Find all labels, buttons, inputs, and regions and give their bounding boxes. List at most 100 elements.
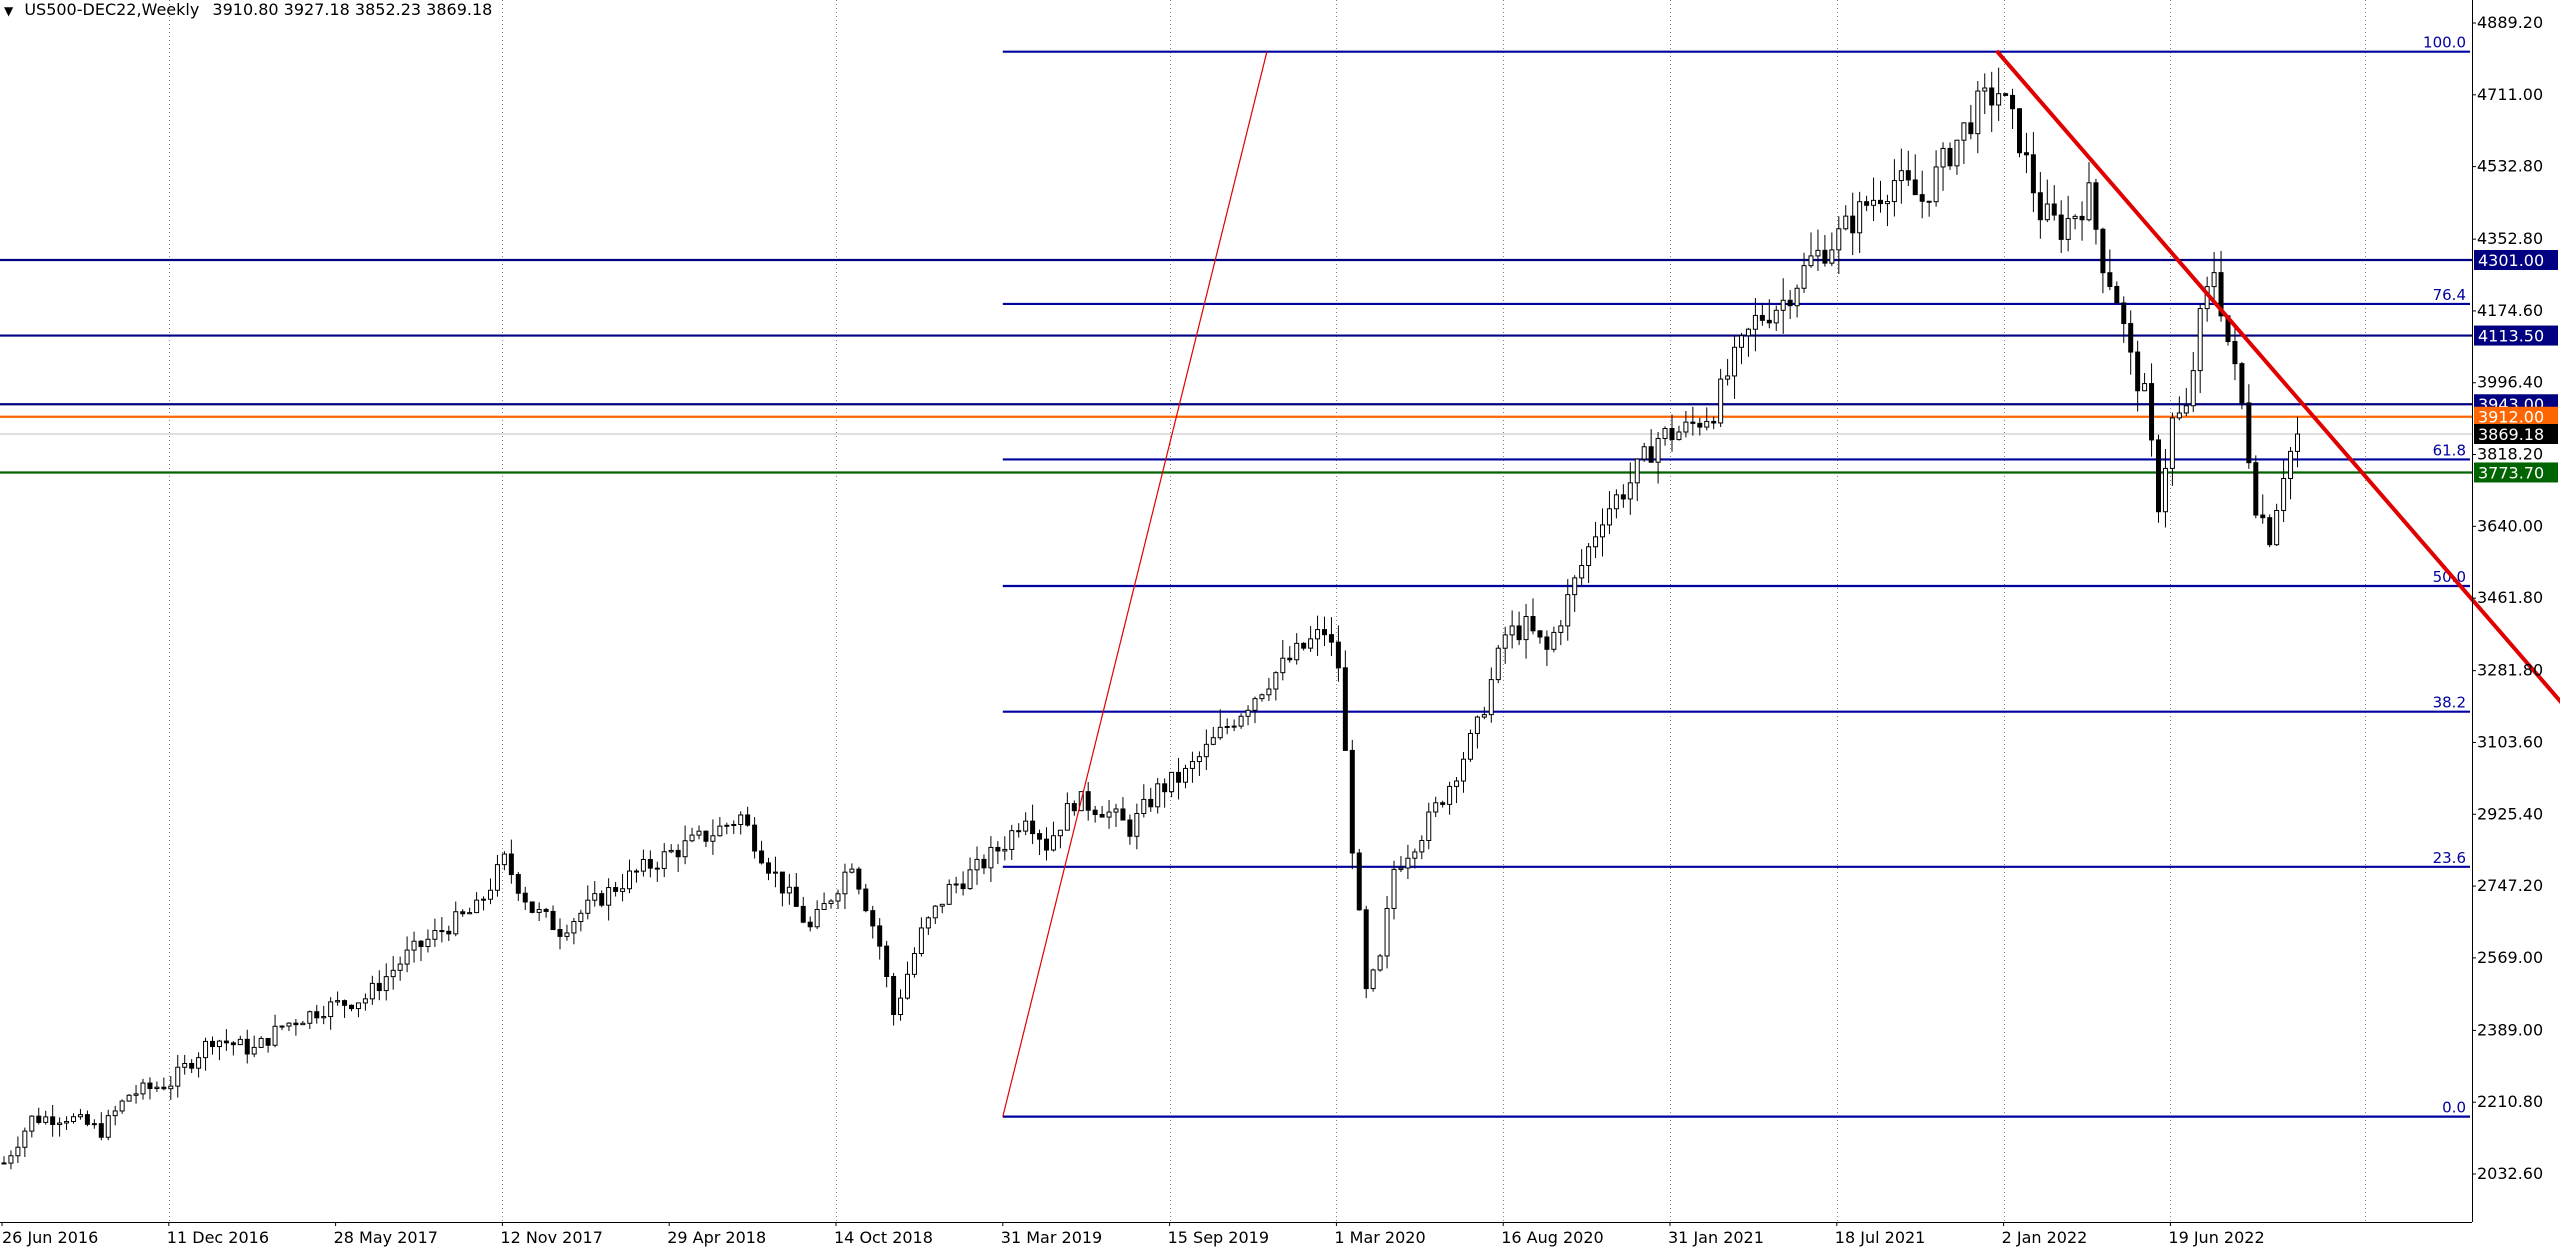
- uptrend-line[interactable]: [1002, 51, 1268, 1117]
- candle-body-down: [2260, 514, 2266, 519]
- price-tick-label: 4711.00: [2477, 85, 2543, 104]
- candle-body-down: [647, 858, 653, 869]
- candle-body-up: [1940, 147, 1946, 168]
- candle: [1057, 829, 1063, 849]
- candle: [1551, 626, 1557, 653]
- trend-lines[interactable]: [1002, 49, 2560, 1117]
- candle: [57, 1117, 63, 1137]
- candle-body-down: [293, 1022, 299, 1026]
- candle-body-up: [15, 1146, 21, 1157]
- candle-body-down: [1968, 122, 1974, 135]
- horizontal-levels[interactable]: [0, 258, 2472, 474]
- candle: [98, 1112, 104, 1141]
- price-tick-label: 2389.00: [2477, 1020, 2543, 1039]
- candle-body-down: [36, 1115, 42, 1123]
- candle: [1148, 787, 1154, 812]
- candle-body-up: [696, 830, 702, 836]
- candle: [1273, 671, 1279, 701]
- candle: [578, 909, 584, 932]
- candle: [2156, 434, 2161, 523]
- candle-body-down: [633, 870, 639, 873]
- candle-body-down: [1759, 314, 1765, 321]
- candle-body-up: [1586, 546, 1592, 566]
- candle: [905, 961, 910, 1000]
- price-tag-box: [2474, 250, 2558, 271]
- candle-body-up: [1745, 328, 1751, 337]
- candle-body-down: [1120, 808, 1126, 821]
- candle-body-up: [390, 969, 396, 978]
- candle: [821, 892, 827, 910]
- candle: [1620, 484, 1626, 508]
- candle: [1349, 739, 1355, 870]
- price-tick-label: 3640.00: [2477, 516, 2543, 535]
- candle-body-up: [1064, 803, 1070, 831]
- candle-body-up: [724, 824, 730, 827]
- candle: [835, 889, 841, 909]
- candle: [668, 844, 674, 854]
- candle-body-down: [84, 1114, 90, 1125]
- candle: [1342, 650, 1348, 751]
- price-tick-label: 3281.80: [2477, 661, 2543, 680]
- candle-body-up: [1836, 228, 1842, 251]
- candle-body-down: [2093, 182, 2099, 230]
- candle: [2003, 92, 2009, 97]
- candle-body-down: [599, 893, 605, 906]
- chevron-down-icon[interactable]: ▼: [4, 4, 14, 18]
- candle-body-up: [182, 1062, 188, 1068]
- time-tick-label: 28 May 2017: [334, 1228, 438, 1247]
- fib-level-label: 23.6: [2433, 849, 2466, 867]
- candle-body-down: [1349, 749, 1355, 854]
- time-tick-label: 26 Jun 2016: [2, 1228, 98, 1247]
- candle: [752, 817, 758, 859]
- candle-body-down: [1363, 909, 1369, 990]
- candle: [1037, 829, 1043, 855]
- candle-body-down: [1, 1162, 7, 1165]
- candle: [1752, 298, 1758, 352]
- candle: [335, 991, 341, 1006]
- candle: [1787, 290, 1793, 319]
- candle: [1398, 856, 1404, 873]
- candle-body-up: [1579, 564, 1585, 579]
- candle-body-up: [1732, 346, 1738, 377]
- candle: [1648, 429, 1654, 463]
- candle: [1766, 299, 1772, 329]
- candle-body-up: [467, 912, 473, 915]
- candle-body-down: [891, 975, 897, 1015]
- candle-body-down: [1099, 814, 1105, 818]
- candle: [64, 1116, 70, 1130]
- candle: [494, 854, 500, 897]
- fibonacci-retracement[interactable]: 100.076.461.850.038.223.60.0: [1002, 34, 2470, 1118]
- candle: [661, 843, 667, 878]
- candle: [474, 892, 480, 914]
- candle-body-up: [1982, 87, 1988, 92]
- candle: [863, 883, 869, 913]
- candle-body-up: [355, 1002, 361, 1010]
- price-tick-label: 3818.20: [2477, 445, 2543, 464]
- candle: [1419, 835, 1425, 860]
- candle: [91, 1119, 97, 1129]
- candle: [1912, 154, 1918, 196]
- candle-body-up: [1627, 482, 1633, 500]
- ohlc-readout: 3910.80 3927.18 3852.23 3869.18: [212, 0, 493, 19]
- candle-body-up: [2044, 203, 2050, 221]
- candle-body-up: [627, 870, 632, 890]
- candle-body-up: [1752, 314, 1758, 330]
- candle-body-up: [939, 903, 945, 907]
- candle: [1328, 617, 1334, 657]
- candle-body-up: [488, 889, 493, 900]
- candle-body-down: [98, 1123, 104, 1138]
- price-tag: 3912.00: [2474, 406, 2558, 427]
- candle-body-up: [967, 869, 973, 890]
- candle-body-down: [515, 874, 521, 894]
- candle: [1627, 462, 1633, 515]
- downtrend-line[interactable]: [1995, 49, 2560, 877]
- candle: [203, 1037, 209, 1071]
- candle-body-down: [1440, 802, 1446, 805]
- candle-body-down: [230, 1042, 236, 1046]
- candle: [1426, 802, 1432, 850]
- candle-body-up: [362, 998, 368, 1004]
- candle-body-up: [1259, 694, 1265, 700]
- candle: [1127, 814, 1133, 845]
